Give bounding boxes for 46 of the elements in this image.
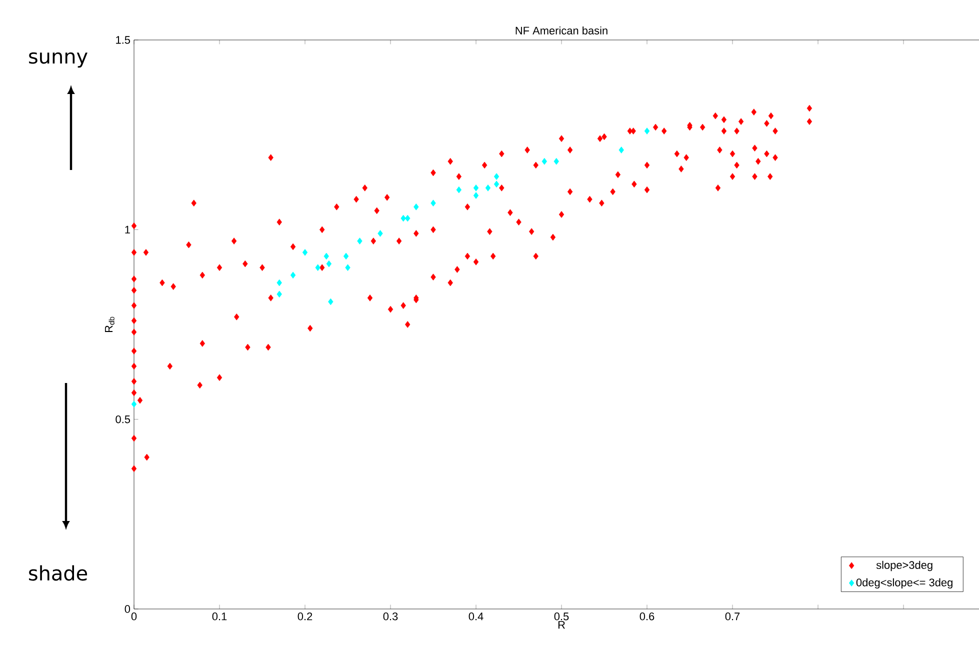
point [405,214,410,222]
x-tick-label: 0.3 [383,612,398,620]
text: shade [29,565,88,581]
point [357,238,362,244]
y-tick-label: 0.5 [116,415,130,424]
x-tick-label: 0 [131,612,137,620]
y-tick-label: 0 [124,605,130,613]
point [414,203,419,210]
legend-label: slope>3deg [876,560,932,572]
point [618,146,624,154]
y-tick-label: 1.5 [116,36,130,44]
legend-label: 0deg<slope<= 3deg [856,578,952,589]
point [324,252,329,260]
point [473,192,479,199]
point [276,290,282,298]
point [345,264,350,271]
point [542,158,548,165]
point [290,272,296,279]
y-axis-title: R$_{db}$ [105,316,114,332]
point [315,264,320,271]
point [328,298,334,306]
x-tick-label: 0.4 [468,612,484,620]
point [494,180,500,188]
chart-title: NF American basin [516,26,608,34]
point [644,128,650,134]
y-tick-label: 1 [125,226,130,234]
x-tick-label: 0.2 [298,612,312,620]
x-tick-label: 0.5 [554,612,569,620]
point [326,260,332,268]
point [473,184,479,192]
point [456,186,462,194]
point [430,200,436,206]
x-tick-label: 0.6 [640,612,654,620]
x-tick-label: 0.1 [212,612,227,620]
text: sunny [29,52,88,68]
x-tick-label: 0.7 [725,612,740,620]
point [343,252,349,260]
point [400,214,406,222]
point [494,173,500,180]
point [378,230,383,237]
point [485,184,491,192]
point [302,249,308,256]
x-axis-title: R [558,621,565,629]
point [276,279,282,286]
point [131,400,137,408]
point [554,158,559,165]
